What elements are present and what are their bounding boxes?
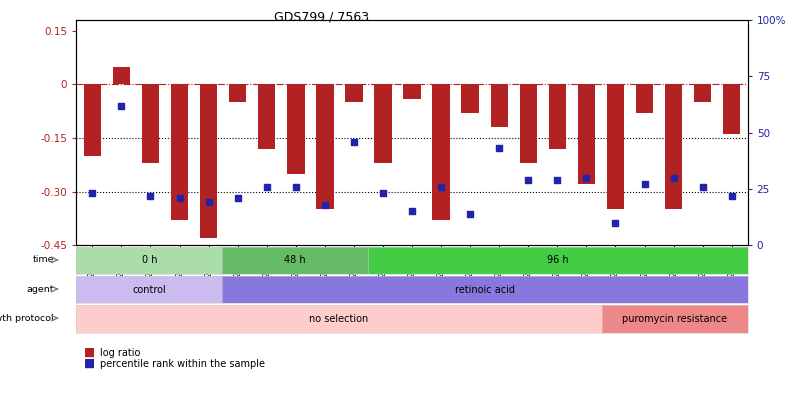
- Point: [318, 201, 331, 208]
- Point: [492, 145, 505, 151]
- Point: [695, 183, 708, 190]
- Bar: [722, 85, 740, 134]
- Text: log ratio: log ratio: [100, 348, 141, 358]
- Point: [260, 183, 273, 190]
- Bar: [635, 85, 653, 113]
- Text: agent: agent: [26, 285, 54, 294]
- Text: retinoic acid: retinoic acid: [454, 285, 515, 294]
- Bar: [200, 85, 217, 238]
- Bar: [344, 85, 362, 102]
- Point: [115, 102, 128, 109]
- Point: [202, 199, 214, 206]
- Text: ■: ■: [84, 357, 96, 370]
- Text: time: time: [32, 256, 54, 264]
- Point: [376, 190, 389, 196]
- Text: no selection: no selection: [309, 314, 369, 324]
- Bar: [170, 85, 188, 220]
- Bar: [287, 85, 304, 174]
- Text: percentile rank within the sample: percentile rank within the sample: [100, 359, 265, 369]
- Bar: [432, 85, 449, 220]
- Bar: [606, 85, 623, 209]
- Bar: [403, 85, 420, 99]
- Text: ■: ■: [84, 346, 96, 359]
- Point: [579, 174, 592, 181]
- Bar: [84, 85, 101, 156]
- Bar: [519, 85, 536, 163]
- Point: [231, 194, 244, 201]
- Text: control: control: [132, 285, 166, 294]
- Bar: [548, 85, 565, 149]
- Point: [86, 190, 99, 196]
- Point: [724, 192, 737, 199]
- Text: growth protocol: growth protocol: [0, 314, 54, 323]
- Bar: [141, 85, 159, 163]
- Bar: [577, 85, 594, 184]
- Bar: [664, 85, 682, 209]
- Point: [347, 139, 360, 145]
- Bar: [316, 85, 333, 209]
- Text: GDS799 / 7563: GDS799 / 7563: [274, 10, 369, 23]
- Point: [638, 181, 650, 188]
- Point: [609, 219, 622, 226]
- Point: [550, 177, 563, 183]
- Text: 0 h: 0 h: [141, 256, 157, 265]
- Bar: [112, 67, 130, 85]
- Bar: [490, 85, 507, 127]
- Point: [463, 210, 476, 217]
- Point: [289, 183, 302, 190]
- Bar: [258, 85, 275, 149]
- Bar: [229, 85, 246, 102]
- Bar: [693, 85, 711, 102]
- Text: puromycin resistance: puromycin resistance: [622, 314, 727, 324]
- Text: 48 h: 48 h: [284, 256, 306, 265]
- Point: [434, 183, 447, 190]
- Bar: [374, 85, 391, 163]
- Point: [521, 177, 534, 183]
- Point: [144, 192, 157, 199]
- Point: [173, 194, 185, 201]
- Text: 96 h: 96 h: [547, 256, 568, 265]
- Point: [405, 208, 418, 215]
- Bar: [461, 85, 479, 113]
- Point: [666, 174, 679, 181]
